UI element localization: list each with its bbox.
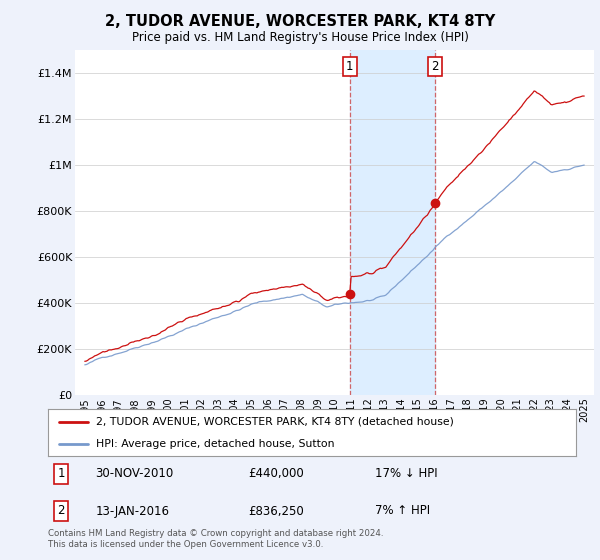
Text: 30-NOV-2010: 30-NOV-2010 (95, 468, 174, 480)
Text: Contains HM Land Registry data © Crown copyright and database right 2024.
This d: Contains HM Land Registry data © Crown c… (48, 529, 383, 549)
Text: £836,250: £836,250 (248, 505, 304, 517)
Text: 2, TUDOR AVENUE, WORCESTER PARK, KT4 8TY (detached house): 2, TUDOR AVENUE, WORCESTER PARK, KT4 8TY… (95, 417, 454, 427)
Text: 1: 1 (58, 468, 65, 480)
Text: Price paid vs. HM Land Registry's House Price Index (HPI): Price paid vs. HM Land Registry's House … (131, 31, 469, 44)
Text: 2: 2 (431, 60, 439, 73)
Text: 1: 1 (346, 60, 353, 73)
Text: 2, TUDOR AVENUE, WORCESTER PARK, KT4 8TY: 2, TUDOR AVENUE, WORCESTER PARK, KT4 8TY (105, 14, 495, 29)
Text: 2: 2 (58, 505, 65, 517)
Text: £440,000: £440,000 (248, 468, 304, 480)
Bar (350, 50, 435, 395)
Text: 17% ↓ HPI: 17% ↓ HPI (376, 468, 438, 480)
Text: 13-JAN-2016: 13-JAN-2016 (95, 505, 170, 517)
Text: HPI: Average price, detached house, Sutton: HPI: Average price, detached house, Sutt… (95, 438, 334, 449)
Text: 7% ↑ HPI: 7% ↑ HPI (376, 505, 430, 517)
